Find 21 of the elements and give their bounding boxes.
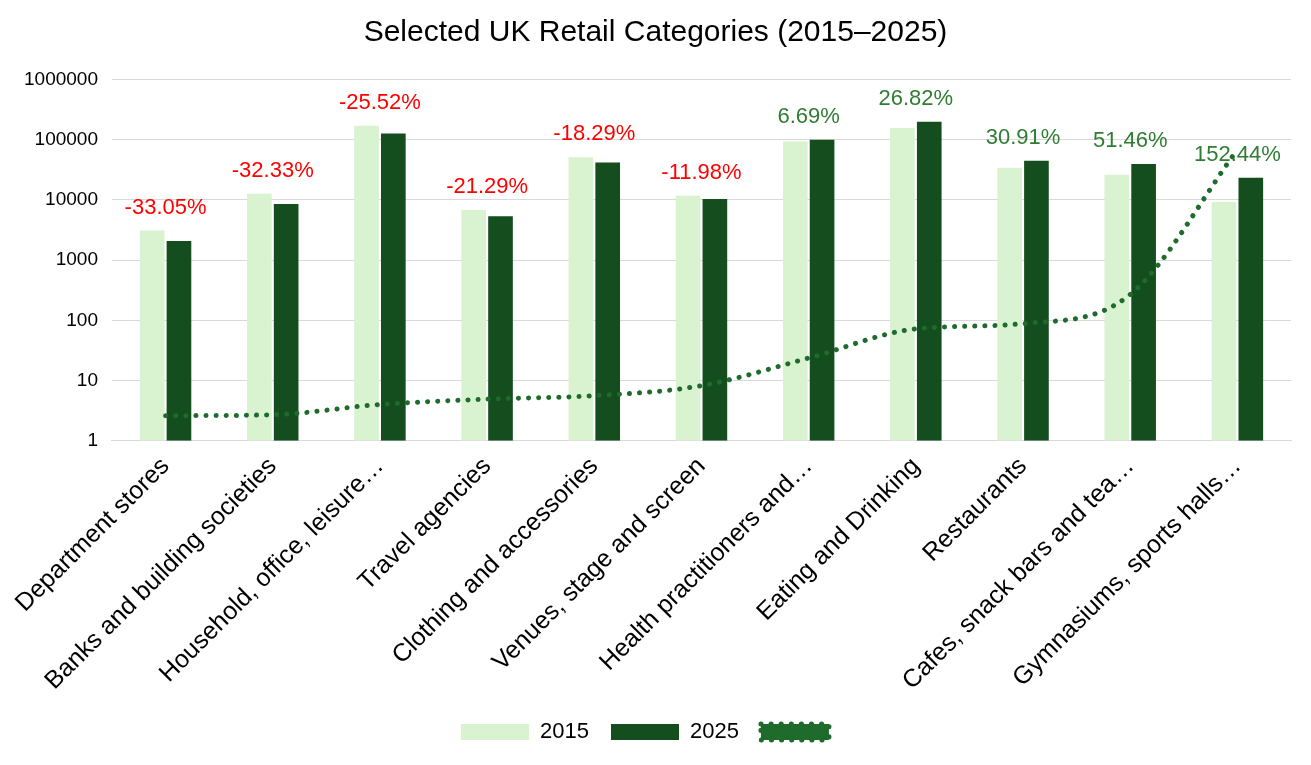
annotation: 51.46% xyxy=(1092,127,1168,153)
annotation: -33.05% xyxy=(124,193,207,219)
annotation: -32.33% xyxy=(231,156,314,182)
annotation: -18.29% xyxy=(553,120,636,146)
legend-label: 2015 xyxy=(540,718,590,744)
y-tick-label: 10 xyxy=(76,368,98,390)
y-tick-label: 1 xyxy=(87,428,98,450)
annotation: -25.52% xyxy=(338,88,421,114)
y-tick-label: 100 xyxy=(66,308,98,330)
annotation: -11.98% xyxy=(661,158,742,184)
annotation: -21.29% xyxy=(446,172,529,198)
chart-title: Selected UK Retail Categories (2015–2025) xyxy=(362,14,949,49)
annotation: 152.44% xyxy=(1193,140,1281,166)
annotation: 30.91% xyxy=(985,123,1061,149)
legend-label: 2025 xyxy=(690,718,739,744)
y-tick-label: 10000 xyxy=(45,188,98,210)
y-tick-label: 1000 xyxy=(55,248,98,270)
annotation: 26.82% xyxy=(878,84,954,110)
y-tick-label: 1000000 xyxy=(24,67,98,89)
y-tick-label: 100000 xyxy=(34,127,98,149)
annotation: 6.69% xyxy=(777,102,840,128)
